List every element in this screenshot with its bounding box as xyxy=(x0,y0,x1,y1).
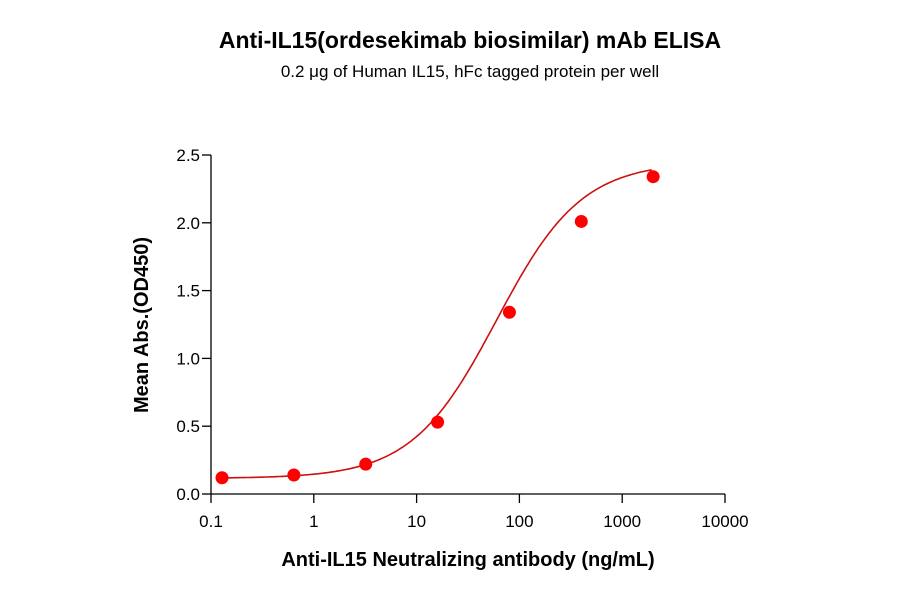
x-tick-label: 10000 xyxy=(701,512,748,531)
data-point xyxy=(359,457,373,471)
data-point xyxy=(431,415,445,429)
data-point xyxy=(502,305,516,319)
fit-curve xyxy=(222,169,652,479)
x-axis-label: Anti-IL15 Neutralizing antibody (ng/mL) xyxy=(281,549,654,571)
x-tick-label: 0.1 xyxy=(199,512,223,531)
data-point xyxy=(574,214,588,228)
y-tick-label: 1.5 xyxy=(176,282,200,301)
chart-title: Anti-IL15(ordesekimab biosimilar) mAb EL… xyxy=(218,27,722,53)
y-tick-label: 2.0 xyxy=(176,214,200,233)
x-tick-label: 1000 xyxy=(603,512,641,531)
x-tick-label: 10 xyxy=(407,512,426,531)
y-axis-label: Mean Abs.(OD450) xyxy=(131,237,153,413)
y-tick-label: 0.0 xyxy=(176,485,200,504)
chart-subtitle: 0.2 μg of Human IL15, hFc tagged protein… xyxy=(280,62,660,81)
x-tick-label: 1 xyxy=(309,512,318,531)
data-point xyxy=(646,170,660,184)
x-tick-label: 100 xyxy=(505,512,533,531)
y-tick-label: 0.5 xyxy=(176,417,200,436)
y-tick-label: 1.0 xyxy=(176,349,200,368)
y-tick-label: 2.5 xyxy=(176,146,200,165)
data-point xyxy=(287,468,301,482)
data-point xyxy=(215,471,229,485)
